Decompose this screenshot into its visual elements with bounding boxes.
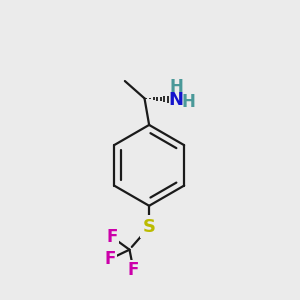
Text: F: F	[106, 228, 118, 246]
Text: F: F	[127, 262, 139, 280]
Text: H: H	[182, 93, 196, 111]
Text: N: N	[169, 91, 184, 109]
Text: F: F	[104, 250, 116, 268]
Text: H: H	[169, 78, 183, 96]
Text: S: S	[142, 218, 156, 236]
